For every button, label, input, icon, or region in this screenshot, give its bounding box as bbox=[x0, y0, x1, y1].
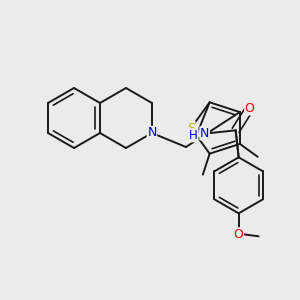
Text: O: O bbox=[234, 228, 244, 241]
Text: S: S bbox=[187, 122, 195, 134]
Text: H: H bbox=[189, 129, 198, 142]
Text: N: N bbox=[200, 127, 209, 140]
Text: N: N bbox=[147, 127, 157, 140]
Text: O: O bbox=[245, 102, 255, 115]
